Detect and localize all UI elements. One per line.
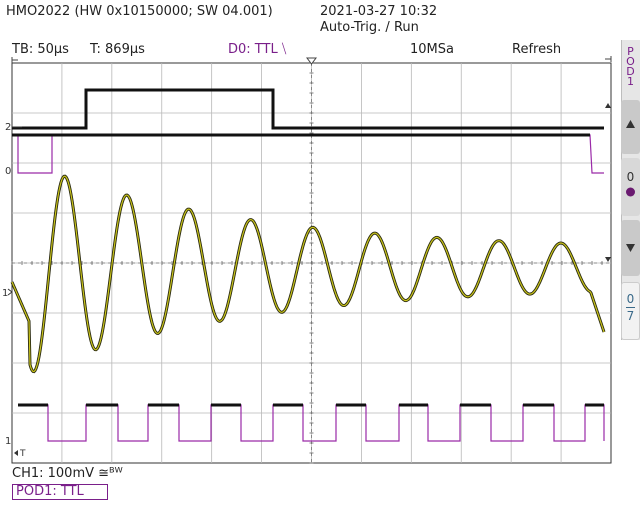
bit-range-top: 0 xyxy=(626,292,635,306)
timebase[interactable]: TB: 50µs xyxy=(12,42,69,57)
ch1-level-label: 1 xyxy=(2,288,8,299)
bit-range-divider xyxy=(626,307,635,308)
bit-indicator-icon xyxy=(626,187,635,197)
analog-ch1-trace xyxy=(11,175,605,373)
trigger-state: Auto-Trig. / Run xyxy=(320,20,419,35)
trigger-position-icon xyxy=(14,450,18,456)
d1-level-label: 2 xyxy=(5,122,11,133)
sample-rate: 10MSa xyxy=(410,42,454,57)
d0-level-label: 0 xyxy=(5,166,11,177)
acquisition-mode[interactable]: Refresh xyxy=(512,42,562,57)
pod-vertical-label: P O D 1 xyxy=(626,45,635,88)
ch1-info[interactable]: CH1: 100mV ≅ᴮᵂ xyxy=(12,466,123,481)
bit-range-box[interactable]: 0 7 xyxy=(621,282,640,340)
trigger-source[interactable]: D0: TTL ⧹ xyxy=(228,42,287,57)
pod-trace-purple xyxy=(18,404,605,442)
left-limit-icon xyxy=(11,57,18,63)
right-down-marker-icon xyxy=(605,257,611,262)
bit-value: 0 xyxy=(626,170,635,184)
ch1-level-marker-icon xyxy=(7,288,13,296)
trigger-pointer-icon[interactable] xyxy=(306,57,317,65)
digital-d0-trace-purple xyxy=(12,134,604,174)
scroll-down-button[interactable] xyxy=(621,220,640,276)
pod-level-label: 1 xyxy=(5,436,11,447)
device-info: HMO2022 (HW 0x10150000; SW 04.001) xyxy=(6,4,273,19)
bit-range-bottom: 7 xyxy=(626,309,635,323)
scroll-up-button[interactable] xyxy=(621,100,640,154)
right-limit-icon xyxy=(605,56,612,62)
datetime: 2021-03-27 10:32 xyxy=(320,4,438,19)
pod1-info[interactable]: POD1: TTL xyxy=(12,484,108,500)
digital-d1-trace xyxy=(12,88,604,130)
down-arrow-icon xyxy=(626,244,635,252)
pod1-info-box: POD1: TTL xyxy=(12,484,108,500)
trigger-position-label: T xyxy=(19,449,26,459)
up-arrow-icon xyxy=(626,120,635,128)
trigger-time[interactable]: T: 869µs xyxy=(90,42,145,57)
right-up-marker-icon xyxy=(605,103,611,108)
bit-select-button[interactable]: 0 xyxy=(621,158,640,216)
